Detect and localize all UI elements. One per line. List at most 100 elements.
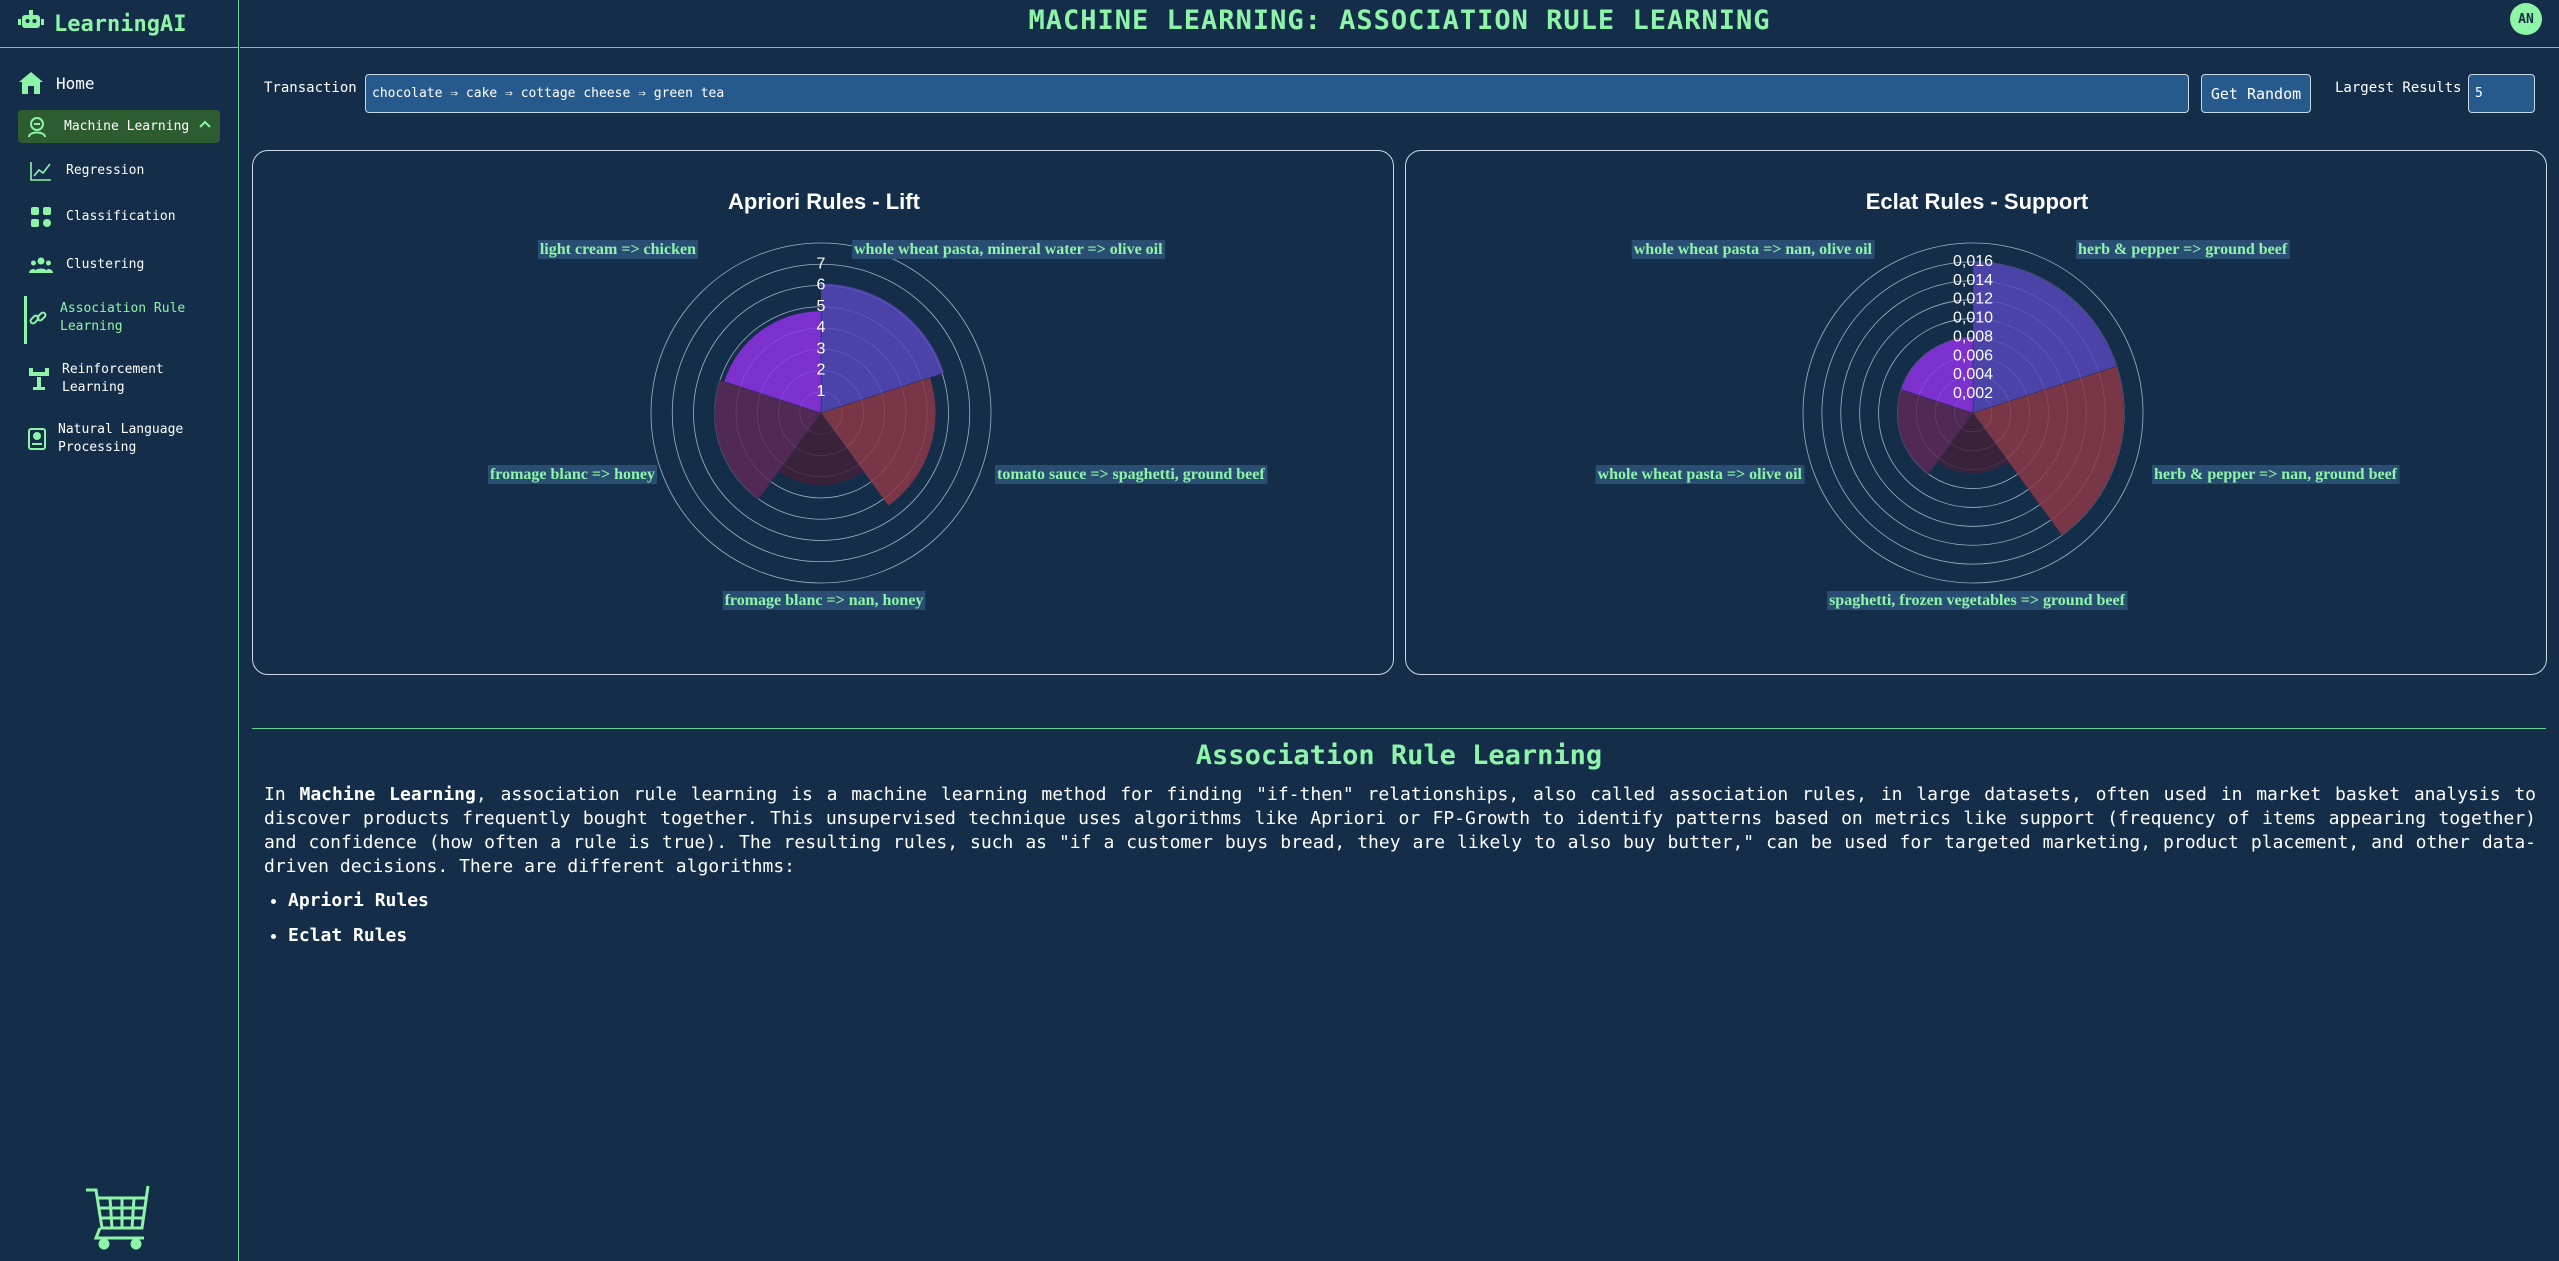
category-label-bg bbox=[537, 240, 699, 259]
tick-label: 1 bbox=[817, 383, 826, 400]
sidebar-item-classification[interactable]: Classification bbox=[28, 204, 176, 230]
category-label-bg bbox=[487, 465, 657, 484]
tick-label: 3 bbox=[817, 340, 826, 357]
users-icon bbox=[28, 252, 54, 278]
category-label-text: herb & pepper => nan, ground beef bbox=[2154, 466, 2398, 483]
category-label-text: tomato sauce => spaghetti, ground beef bbox=[997, 466, 1265, 483]
tick-label: 4 bbox=[817, 319, 826, 336]
grid-icon bbox=[28, 204, 54, 230]
brain-icon bbox=[24, 114, 50, 140]
category-label-text: light cream => chicken bbox=[540, 241, 696, 258]
shopping-cart-icon bbox=[84, 1184, 154, 1254]
category-label-text: whole wheat pasta, mineral water => oliv… bbox=[854, 241, 1163, 258]
category-label-bg bbox=[2076, 240, 2290, 259]
tick-label: 0,002 bbox=[1953, 385, 1993, 402]
sidebar-item-label: Classification bbox=[66, 209, 176, 224]
polar-wedge[interactable] bbox=[723, 310, 822, 414]
polar-wedge[interactable] bbox=[778, 412, 864, 486]
largest-results-input[interactable] bbox=[2468, 74, 2535, 113]
chart-title: Eclat Rules - Support bbox=[1866, 189, 2089, 214]
section-divider bbox=[252, 728, 2546, 729]
category-label-text: whole wheat pasta => nan, olive oil bbox=[1634, 241, 1873, 258]
sidebar-item-home[interactable]: Home bbox=[18, 70, 95, 96]
sidebar-item-reinforcement-learning[interactable]: Reinforcement Learning bbox=[28, 361, 198, 397]
sidebar-item-natural-language-processing[interactable]: Natural Language Processing bbox=[28, 421, 198, 457]
section-title: Association Rule Learning bbox=[1195, 740, 1603, 771]
sidebar-item-clustering[interactable]: Clustering bbox=[28, 252, 144, 278]
active-indicator bbox=[24, 296, 27, 344]
page-title: MACHINE LEARNING: ASSOCIATION RULE LEARN… bbox=[1028, 5, 1771, 36]
header-divider bbox=[240, 47, 2559, 48]
sidebar-group-label: Machine Learning bbox=[64, 119, 190, 134]
category-label: herb & pepper => nan, ground beef bbox=[2152, 465, 2400, 484]
line-chart-icon bbox=[28, 158, 54, 184]
category-label-bg bbox=[2152, 465, 2400, 484]
polar-wedge[interactable] bbox=[1972, 261, 2118, 414]
tick-label: 0,012 bbox=[1953, 291, 1993, 308]
category-label-text: fromage blanc => honey bbox=[490, 466, 655, 483]
tick-label: 7 bbox=[817, 255, 826, 272]
sidebar-group-machine-learning[interactable]: Machine Learning bbox=[18, 110, 220, 143]
tick-label: 0,016 bbox=[1953, 253, 1993, 270]
tick-label: 5 bbox=[817, 298, 826, 315]
chevron-up-icon[interactable] bbox=[198, 117, 212, 135]
polar-wedge[interactable] bbox=[1937, 412, 2009, 474]
sidebar-item-label: Regression bbox=[66, 163, 145, 178]
description-rest: , association rule learning is a machine… bbox=[264, 784, 2537, 877]
tick-label: 0,006 bbox=[1953, 347, 1993, 364]
description-intro: In bbox=[264, 784, 300, 805]
sidebar-divider bbox=[0, 47, 239, 48]
book-icon bbox=[28, 426, 46, 452]
category-label-text: spaghetti, frozen vegetables => ground b… bbox=[1829, 592, 2126, 609]
get-random-button[interactable]: Get Random bbox=[2201, 74, 2311, 113]
list-item: Apriori Rules bbox=[288, 890, 429, 911]
grid-ring bbox=[1802, 242, 2144, 584]
transaction-input[interactable] bbox=[365, 74, 2189, 113]
brand[interactable]: LearningAI bbox=[18, 6, 186, 42]
polar-wedge[interactable] bbox=[820, 283, 945, 414]
category-label-bg bbox=[722, 591, 926, 610]
sidebar-item-label: Association Rule Learning bbox=[60, 301, 186, 334]
sidebar-item-label: Home bbox=[56, 73, 95, 93]
category-label-bg bbox=[1827, 591, 2128, 610]
robot-arm-icon bbox=[28, 366, 50, 392]
polar-wedge[interactable] bbox=[1900, 337, 1974, 414]
eclat-chart-panel: Eclat Rules - Support 0,002 0,004 0,006 0,00… bbox=[1405, 150, 2547, 675]
sidebar: LearningAI Home Machine Learning Regress… bbox=[0, 0, 239, 1261]
sidebar-item-label: Reinforcement Learning bbox=[62, 362, 164, 395]
home-icon bbox=[18, 70, 44, 96]
transaction-label: Transaction bbox=[264, 80, 357, 96]
sidebar-item-regression[interactable]: Regression bbox=[28, 158, 144, 184]
sidebar-item-label: Clustering bbox=[66, 257, 145, 272]
tick-label: 0,008 bbox=[1953, 328, 1993, 345]
tick-label: 0,014 bbox=[1953, 272, 1993, 289]
tick-label: 6 bbox=[817, 277, 826, 294]
tick-label: 0,010 bbox=[1953, 310, 1993, 327]
polar-wedge[interactable] bbox=[714, 379, 822, 500]
category-label: fromage blanc => nan, honey bbox=[722, 591, 926, 610]
category-label: whole wheat pasta => nan, olive oil bbox=[1631, 240, 1875, 259]
robot-logo-icon bbox=[18, 10, 44, 38]
grid-ring bbox=[671, 263, 971, 563]
polar-wedge[interactable] bbox=[820, 377, 936, 507]
algorithm-list: Apriori Rules Eclat Rules bbox=[264, 890, 429, 960]
tick-label: 0,004 bbox=[1953, 366, 1993, 383]
category-label: spaghetti, frozen vegetables => ground b… bbox=[1827, 591, 2128, 610]
polar-wedge[interactable] bbox=[1972, 365, 2125, 536]
category-label: light cream => chicken bbox=[537, 240, 699, 259]
category-label-text: fromage blanc => nan, honey bbox=[725, 592, 924, 609]
category-label-text: herb & pepper => ground beef bbox=[2078, 241, 2288, 258]
chart-title: Apriori Rules - Lift bbox=[728, 189, 921, 214]
description-text: In Machine Learning, association rule le… bbox=[264, 783, 2536, 879]
category-label-bg bbox=[995, 465, 1268, 484]
category-label-bg bbox=[1595, 465, 1805, 484]
sidebar-item-label: Natural Language Processing bbox=[58, 422, 184, 455]
category-label: herb & pepper => ground beef bbox=[2076, 240, 2290, 259]
tick-label: 2 bbox=[817, 362, 826, 379]
category-label: whole wheat pasta => olive oil bbox=[1595, 465, 1805, 484]
eclat-polar-chart: Eclat Rules - Support 0,002 0,004 0,006 0,00… bbox=[1595, 189, 2400, 610]
category-label-bg bbox=[852, 240, 1166, 259]
polar-wedge[interactable] bbox=[1897, 389, 1974, 475]
avatar[interactable]: AN bbox=[2510, 3, 2542, 35]
sidebar-item-association-rule-learning[interactable]: Association Rule Learning bbox=[28, 300, 198, 336]
